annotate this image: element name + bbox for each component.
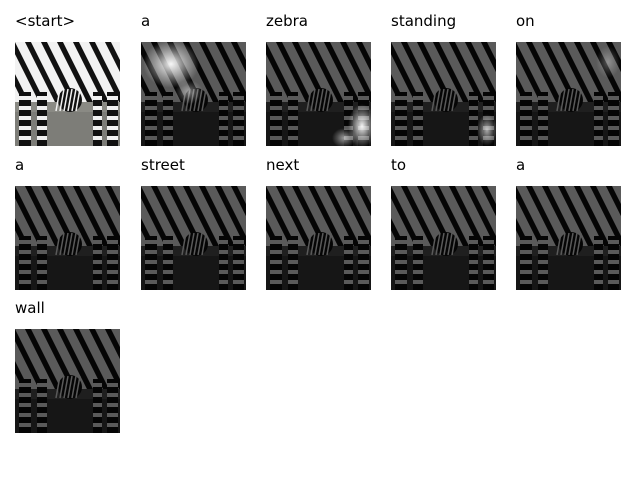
original-zebra-image [15, 42, 120, 146]
attention-map-image [516, 186, 621, 290]
attention-map-image [141, 186, 246, 290]
caption-word: a [15, 156, 25, 174]
attention-cell: standing [391, 12, 501, 152]
caption-word: to [391, 156, 407, 174]
attention-map-image [141, 42, 246, 146]
attention-map-image [15, 186, 120, 290]
caption-word: <start> [15, 12, 76, 30]
attention-cell: zebra [266, 12, 376, 152]
caption-word: on [516, 12, 535, 30]
attention-map-image [266, 186, 371, 290]
attention-map-image [516, 42, 621, 146]
attention-cell: street [141, 156, 251, 296]
attention-cell: on [516, 12, 626, 152]
caption-word: street [141, 156, 185, 174]
caption-word: next [266, 156, 300, 174]
attention-cell: next [266, 156, 376, 296]
caption-word: a [516, 156, 526, 174]
caption-word: standing [391, 12, 457, 30]
attention-map-image [391, 186, 496, 290]
attention-cell: a [15, 156, 125, 296]
attention-cell: <start> [15, 12, 125, 152]
attention-cell: wall [15, 299, 125, 439]
caption-word: a [141, 12, 151, 30]
caption-word: wall [15, 299, 45, 317]
caption-word: zebra [266, 12, 308, 30]
attention-cell: to [391, 156, 501, 296]
attention-map-image [15, 329, 120, 433]
attention-map-image [391, 42, 496, 146]
attention-cell: a [141, 12, 251, 152]
attention-cell: a [516, 156, 626, 296]
attention-map-image [266, 42, 371, 146]
